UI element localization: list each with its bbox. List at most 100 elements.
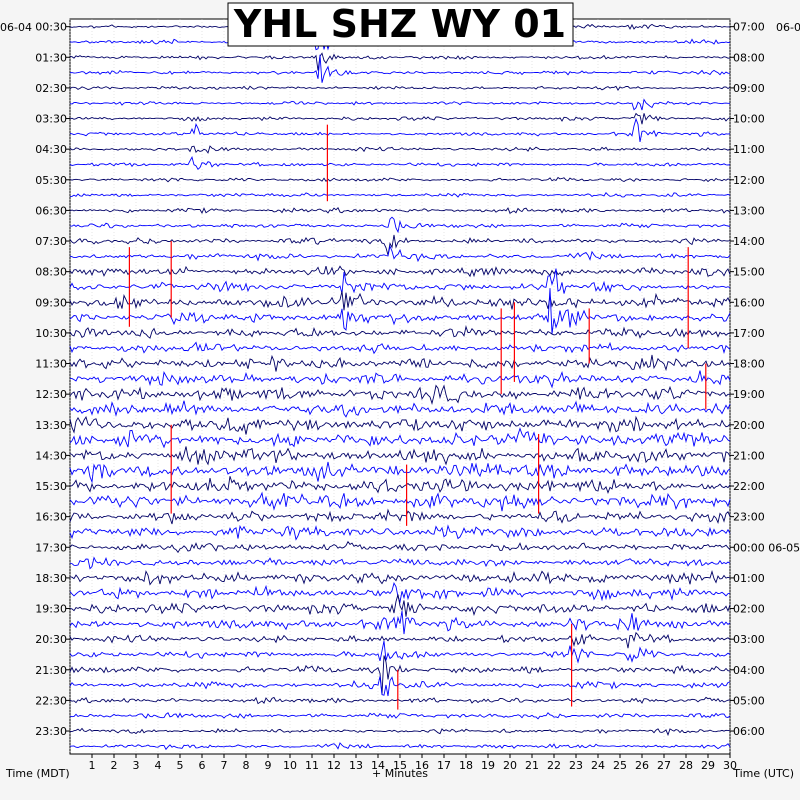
x-tick-group: 1 2 3 4 5 6 7 8 9 10 11 12 13 14 15 16 17 18 19 20 21 22 23 24 2… (89, 754, 737, 772)
x-axis-label: + Minutes (372, 767, 428, 780)
seismic-trace (69, 570, 731, 586)
seismic-trace (69, 325, 731, 339)
x-tick-label: 11 (305, 759, 319, 772)
left-time-label: 18:30 (35, 572, 67, 585)
seismic-trace (69, 268, 731, 294)
seismic-trace (69, 112, 731, 125)
seismic-trace (69, 341, 731, 355)
right-time-labels: 07:00 08:00 09:00 10:00 11:00 12:00 13:00 14:00… (730, 21, 800, 738)
right-time-label: 07:00 (733, 21, 765, 34)
seismic-trace (69, 207, 731, 214)
x-tick-label: 17 (437, 759, 451, 772)
x-tick-label: 27 (657, 759, 671, 772)
right-time-label: 08:00 (733, 51, 765, 64)
x-tick-label: 7 (221, 759, 228, 772)
seismic-trace (69, 191, 731, 198)
right-time-label: 13:00 (733, 204, 765, 217)
x-tick-label: 29 (701, 759, 715, 772)
left-time-label: 02:30 (35, 82, 67, 95)
seismic-trace (69, 216, 731, 234)
right-time-label: 09:00 (733, 82, 765, 95)
x-tick-label: 6 (199, 759, 206, 772)
right-time-label: 16:00 (733, 296, 765, 309)
x-tick-label: 24 (591, 759, 605, 772)
x-tick-label: 19 (481, 759, 495, 772)
seismic-trace (69, 85, 731, 91)
left-date-label: 06-04 (0, 21, 32, 34)
seismic-trace (69, 98, 730, 111)
seismic-trace (69, 610, 731, 635)
right-axis-label: Time (UTC) (732, 767, 794, 780)
right-time-label: 19:00 (733, 388, 765, 401)
right-time-label: 00:00 06-05 (733, 541, 800, 554)
title-box (227, 2, 574, 47)
seismic-trace (69, 52, 731, 71)
seismic-trace (69, 712, 731, 720)
left-time-label: 19:30 (35, 603, 67, 616)
seismic-trace (69, 156, 731, 171)
x-tick-label: 8 (243, 759, 250, 772)
seismic-trace (69, 354, 731, 372)
seismic-trace (69, 640, 731, 664)
x-tick-label: 14 (371, 759, 385, 772)
x-tick-label: 26 (635, 759, 649, 772)
left-time-label: 07:30 (35, 235, 67, 248)
x-tick-label: 10 (283, 759, 297, 772)
seismic-trace (69, 556, 731, 570)
right-time-label: 23:00 (733, 511, 765, 524)
seismic-trace (69, 415, 731, 435)
x-tick-label: 25 (613, 759, 627, 772)
left-time-label: 14:30 (35, 449, 67, 462)
seismic-trace (69, 291, 731, 311)
left-time-label: 05:30 (35, 174, 67, 187)
left-time-label: 04:30 (35, 143, 67, 156)
right-time-label: 11:00 (733, 143, 765, 156)
x-tick-label: 9 (265, 759, 272, 772)
x-tick-label: 21 (525, 759, 539, 772)
seismic-trace (69, 594, 731, 617)
seismic-trace (69, 524, 731, 541)
seismic-trace (69, 461, 731, 484)
left-time-label: 17:30 (35, 541, 67, 554)
left-time-label: 22:30 (35, 694, 67, 707)
minute-gridlines (69, 19, 731, 754)
seismic-trace (69, 631, 731, 649)
seismic-trace (69, 676, 731, 697)
left-time-label: 01:30 (35, 51, 67, 64)
left-time-label: 08:30 (35, 266, 67, 279)
left-time-label: 09:30 (35, 296, 67, 309)
seismic-trace (69, 742, 731, 751)
x-tick-label: 23 (569, 759, 583, 772)
seismic-trace (69, 582, 731, 604)
right-time-label: 06:00 (733, 725, 765, 738)
red-spike-group (128, 124, 707, 710)
right-time-label: 14:00 (733, 235, 765, 248)
seismic-trace (69, 234, 731, 256)
left-time-label: 13:30 (35, 419, 67, 432)
left-time-label: 03:30 (35, 113, 67, 126)
x-tick-label: 16 (415, 759, 429, 772)
right-time-label: 04:00 (733, 664, 765, 677)
right-time-label: 01:00 (733, 572, 765, 585)
right-time-label: 15:00 (733, 266, 765, 279)
x-tick-label: 28 (679, 759, 693, 772)
left-axis-label: Time (MDT) (5, 767, 70, 780)
seismic-trace (69, 655, 731, 695)
x-tick-label: 5 (177, 759, 184, 772)
left-time-label: 15:30 (35, 480, 67, 493)
seismic-trace (69, 427, 731, 449)
trace-group (69, 23, 731, 751)
seismic-trace (69, 288, 731, 335)
x-tick-label: 3 (133, 759, 140, 772)
left-time-label: 06:30 (35, 204, 67, 217)
seismic-trace (69, 176, 731, 183)
left-time-label: 11:30 (35, 358, 67, 371)
seismic-trace (69, 117, 731, 142)
seismic-trace (69, 540, 731, 554)
seismic-trace (69, 244, 731, 263)
left-time-label: 12:30 (35, 388, 67, 401)
seismic-trace (69, 265, 731, 278)
x-tick-label: 1 (89, 759, 96, 772)
right-time-label: 03:00 (733, 633, 765, 646)
